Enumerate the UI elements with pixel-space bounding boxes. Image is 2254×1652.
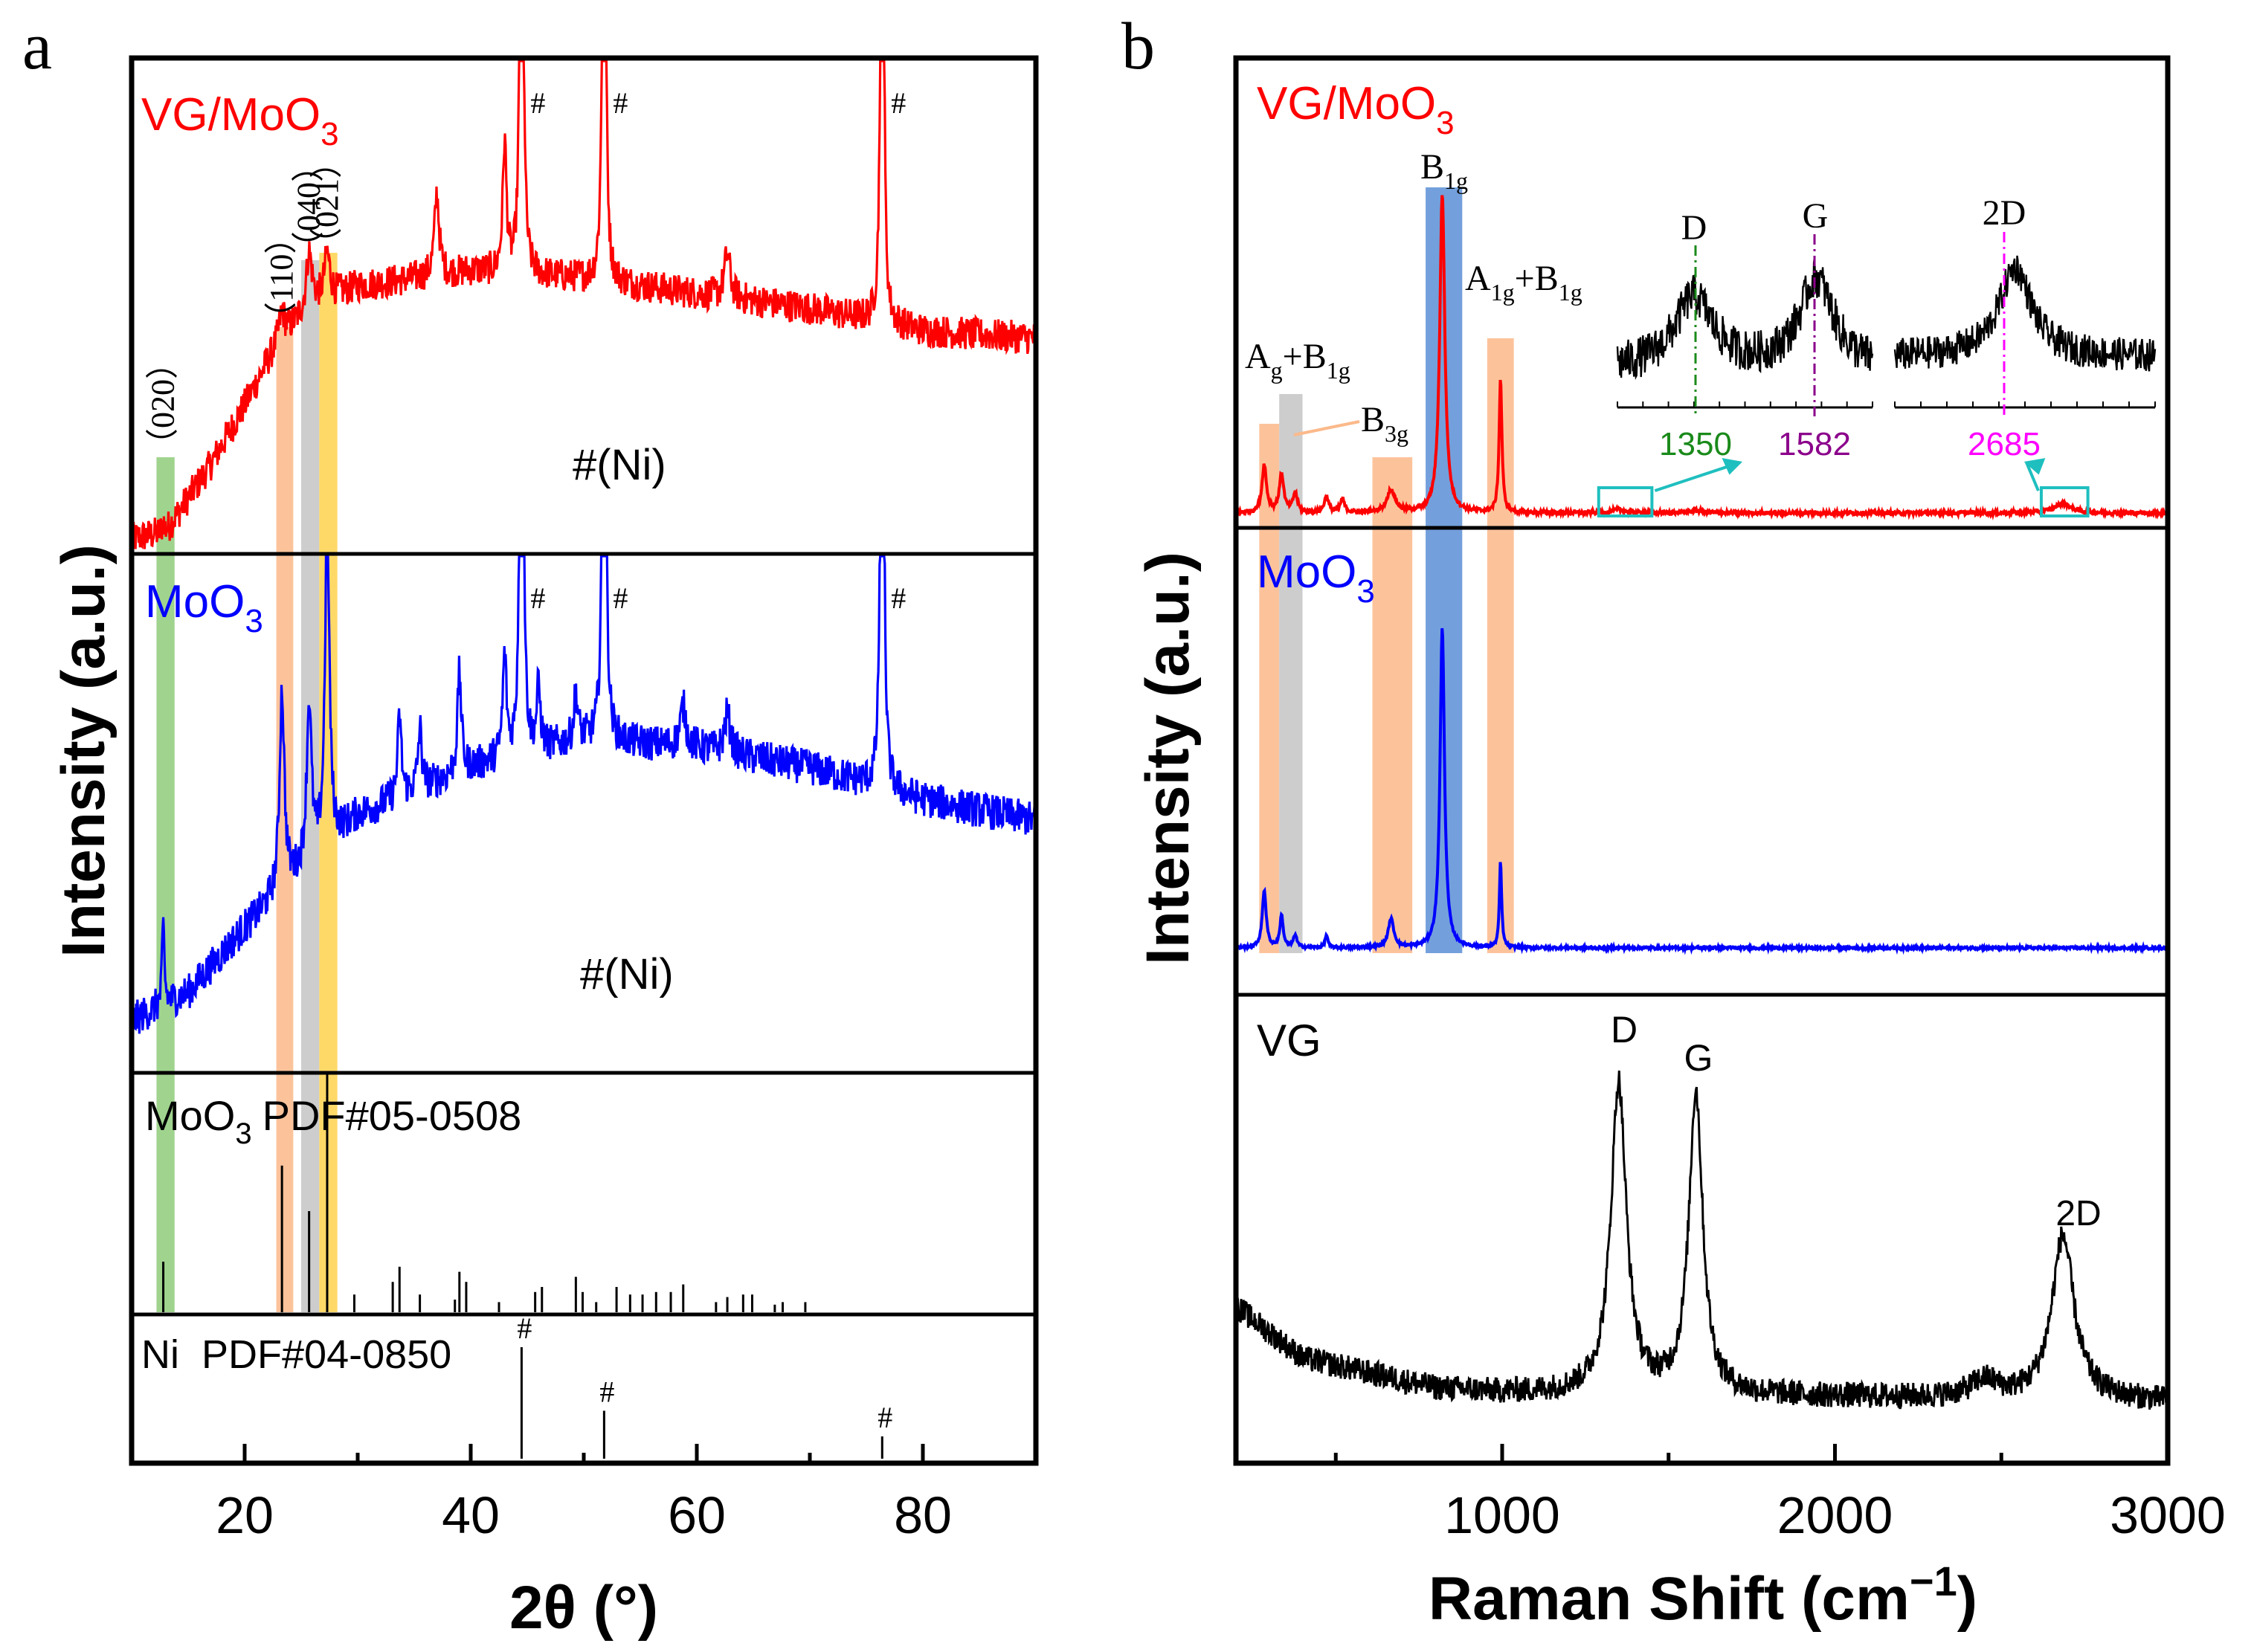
a-y-axis-title: Intensity (a.u.) [50,544,117,958]
b-spectrum-vgmoo3 [1235,195,2169,520]
a-vgmoo3-label: VG/MoO3 [141,89,339,152]
b-tick-label-3000: 3000 [2110,1486,2226,1544]
b-inset-spectrum-dg [1616,257,1874,381]
a-band-2 [301,260,320,1312]
a-spectrum-vgmoo3 [130,59,1037,549]
a-hkl-label-1: （110） [263,222,300,335]
panel-a-highlight-bands [156,253,338,1312]
b-band-4 [1487,338,1514,953]
b-band-2 [1372,457,1413,953]
panel-a-x-axis: 20 40 60 80 [129,1444,1038,1544]
panel-a-reference-sticks [162,1072,883,1459]
a-hkl-label-0: （020） [145,346,181,461]
b-spectrum-vg [1234,1070,2169,1410]
b-inset-arrowhead-2d [2023,458,2046,475]
b-inset-g-label: G [1803,196,1829,236]
b-inset-arrow-2d [2025,462,2040,491]
b-y-axis-title: Intensity (a.u.) [1134,552,1202,965]
b-inset-arrowhead-dg [1722,458,1743,475]
b-inset-box-2d [2039,486,2090,517]
b-band-0 [1259,424,1280,953]
b-vgmoo3-label: VG/MoO3 [1257,78,1455,141]
b-x-axis-title: Raman Shift (cm−1) [1429,1558,1977,1633]
a-x-axis-title: 2θ (°) [509,1574,658,1642]
panel-a: a # # # # # # （020） （110）（040）（021） # # # 20 40 60 80… [22,10,1039,1642]
a-spectrum-moo3 [130,555,1037,1034]
b-mode-a1g-b1g: A1g+B1g [1465,259,1582,306]
a-hkl-label-2: （040） [291,149,327,264]
a-ni-ref-hash-2: # [878,1401,892,1434]
a-moo3-label: MoO3 [145,576,263,639]
panel-b-frame [1233,55,2171,1466]
panel-b-x-axis: 1000 2000 3000 [1333,1444,2226,1544]
a-ni-hash-0-1: # [613,86,628,120]
b-inset-arrow-dg [1654,461,1741,492]
panel-a-annotations: # # # # # # （020） （110）（040）（021） # # # [145,86,907,1434]
b-tick-label-2000: 2000 [1777,1486,1893,1544]
b-mode-ag-b1g: Ag+B1g [1245,337,1350,384]
b-tick-label-1000: 1000 [1444,1486,1560,1544]
a-band-1 [276,327,294,1312]
a-band-0 [156,457,175,1312]
a-ni-label-1: #(Ni) [573,441,666,489]
b-inset [1597,232,2157,517]
panel-b-label: b [1121,10,1155,83]
b-mode-b1g: B1g [1420,147,1468,194]
a-hkl-label-3: （021） [309,146,345,260]
a-ni-hash-0-0: # [530,86,545,120]
a-tick-label-80: 80 [894,1486,952,1544]
panel-a-label: a [22,10,52,83]
panel-a-spectra [130,59,1037,1034]
panel-b-spectra [1234,195,2169,1410]
b-vg-d-label: D [1611,1009,1638,1051]
panel-b-annotations [1293,420,1360,436]
b-vg-2d-label: 2D [2055,1194,2101,1233]
a-tick-label-20: 20 [216,1486,274,1544]
b-inset-box-dg [1597,486,1654,517]
a-tick-label-60: 60 [668,1486,726,1544]
b-moo3-label: MoO3 [1257,546,1375,610]
a-ni-hash-0-2: # [891,86,906,120]
b-inset-2d-value: 2685 [1968,426,2041,462]
a-ni-label-2: #(Ni) [580,950,674,998]
b-vg-label: VG [1257,1016,1321,1065]
a-ni-hash-1-0: # [530,581,545,615]
a-ni-hash-1-2: # [891,581,906,615]
b-spectrum-moo3 [1234,627,2169,955]
a-ni-hash-1-1: # [613,581,628,615]
a-ni-ref-hash-1: # [599,1375,614,1409]
b-vg-g-label: G [1684,1037,1713,1079]
a-tick-label-40: 40 [442,1486,500,1544]
b-inset-spectrum-2d [1893,255,2157,372]
a-ni-ref-hash-0: # [517,1311,532,1345]
panel-b: b 1000 2000 3000 VG/MoO3 MoO3 VG Ag+B1g B3… [1121,10,2226,1633]
b-inset-2d-label: 2D [1983,193,2026,233]
a-moo3-ref-label: MoO3 PDF#05-0508 [145,1092,521,1150]
b-inset-d-value: 1350 [1659,426,1732,462]
b-inset-g-value: 1582 [1778,426,1851,462]
b-mode-b3g: B3g [1361,400,1408,447]
b-b3g-pointer [1293,420,1360,436]
a-ni-ref-label: Ni PDF#04-0850 [141,1332,451,1377]
panel-b-highlight-bands [1259,187,1514,953]
b-inset-d-label: D [1681,208,1707,248]
